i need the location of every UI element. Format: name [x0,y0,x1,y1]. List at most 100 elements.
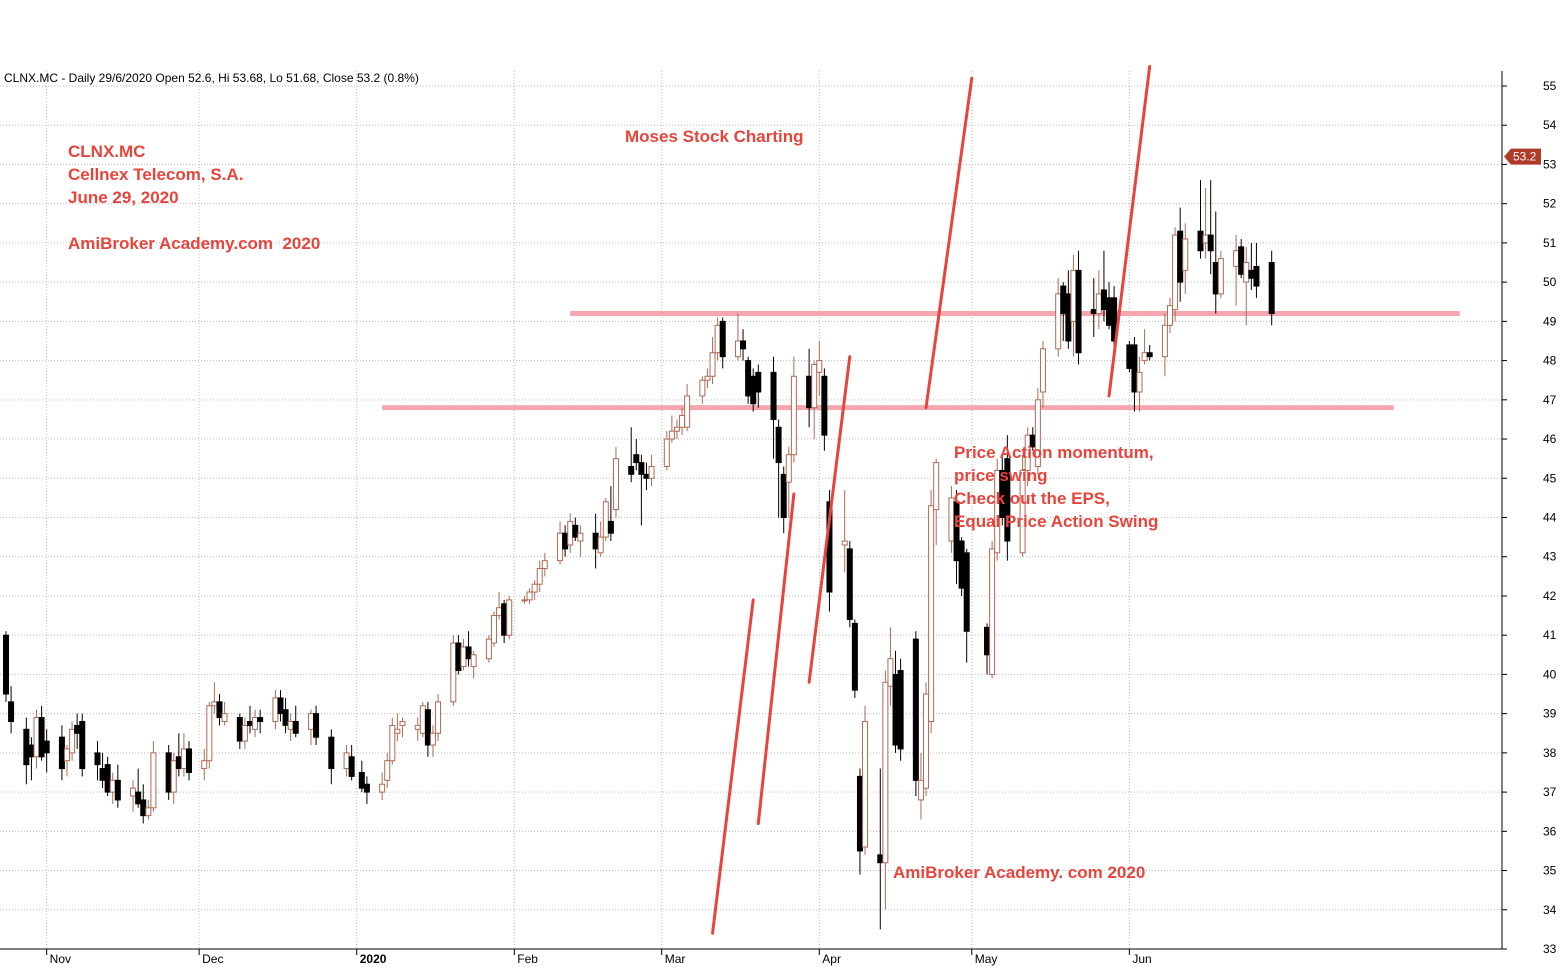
candle-up [1039,340,1046,408]
x-tick-label: Jun [1132,952,1151,966]
candle-body [8,701,15,722]
candle-body [958,540,965,589]
candle-body [897,669,904,750]
x-axis: Nov Dec 2020 Feb Mar Apr May Jun [0,948,1502,966]
candle-body [175,756,182,770]
candle-up [841,490,848,573]
candle-body [170,760,177,793]
candle-body [1182,238,1189,271]
candle-down [1075,250,1082,365]
x-tick-label: Nov [50,952,71,966]
candle-body [562,532,569,550]
candle-down [282,697,289,734]
candle-up [1019,454,1026,557]
candle-body [572,524,579,538]
candle-down [1146,344,1153,361]
candle-body [277,697,284,715]
candle-down [897,658,904,761]
candle-body [450,642,457,703]
candle-body [1075,269,1082,354]
y-tick-label: 51 [1543,236,1557,250]
candle-body [1253,265,1260,287]
candle-body [811,364,818,409]
candle-down [3,631,9,702]
candle-body [1090,309,1097,315]
candle-body [1207,234,1214,252]
candle-body [58,736,65,770]
candle-down [770,356,777,459]
candle-body [292,720,299,734]
candle-body [206,705,213,762]
candle-body [577,532,584,542]
candle-body [648,466,655,479]
candle-body [1126,344,1133,369]
candle-body [140,799,147,817]
candle-body [887,658,894,687]
candle-up [709,337,716,385]
candle-body [663,438,670,468]
candle-down [821,368,828,451]
candle-body [394,728,401,734]
candle-body [460,646,467,668]
candle-body [74,724,81,734]
candle-up [429,725,436,757]
candle-down [79,713,86,777]
y-tick-label: 53 [1543,157,1557,171]
candle-body [740,340,747,350]
candle-body [633,454,640,464]
candle-body [892,673,899,746]
candle-down [8,686,15,734]
candle-body [1172,234,1179,311]
candle-down [1111,286,1118,349]
candle-body [358,771,365,789]
candle-body [1024,434,1031,471]
candle-body [1217,258,1224,295]
candle-body [602,501,609,538]
candle-body [912,638,919,781]
candle-body [221,713,228,722]
candle-up [684,384,691,432]
candle-body [496,607,503,617]
candle-up [150,741,157,812]
candle-down [740,329,747,361]
trendlines [711,64,1152,935]
candle-body [313,713,320,738]
candle-down [1131,337,1138,412]
candle-up [252,709,259,738]
candle-body [348,756,355,777]
annotation-note-2: price swing [954,466,1048,485]
candle-body [1268,262,1275,315]
candle-up [989,541,996,679]
candle-body [521,599,528,602]
candle-body [135,791,142,805]
candle-down [1126,340,1133,373]
candle-up [241,717,248,749]
candle-down [1004,435,1011,561]
candle-body [501,603,508,636]
candle-body [1146,352,1153,358]
candle-body [536,567,543,585]
candle-body [785,454,792,483]
candle-body [856,775,863,852]
candle-body [272,697,279,722]
candle-down [94,741,101,781]
candle-up [201,748,208,781]
candle-body [709,352,716,377]
candle-down [953,490,960,585]
y-tick-label: 45 [1543,471,1557,485]
candle-body [745,360,752,397]
candle-up [933,458,940,545]
candle-body [1177,230,1184,283]
candle-up [663,431,670,471]
candle-body [99,768,106,781]
candle-body [1055,293,1062,350]
candle-up [394,713,401,742]
candle-up [862,705,869,855]
candle-body [216,701,223,719]
candle-body [1019,469,1026,554]
candle-body [363,783,370,793]
candle-body [1065,293,1072,342]
candle-down [313,705,320,746]
y-tick-label: 34 [1543,903,1557,917]
candle-up [1136,356,1143,412]
